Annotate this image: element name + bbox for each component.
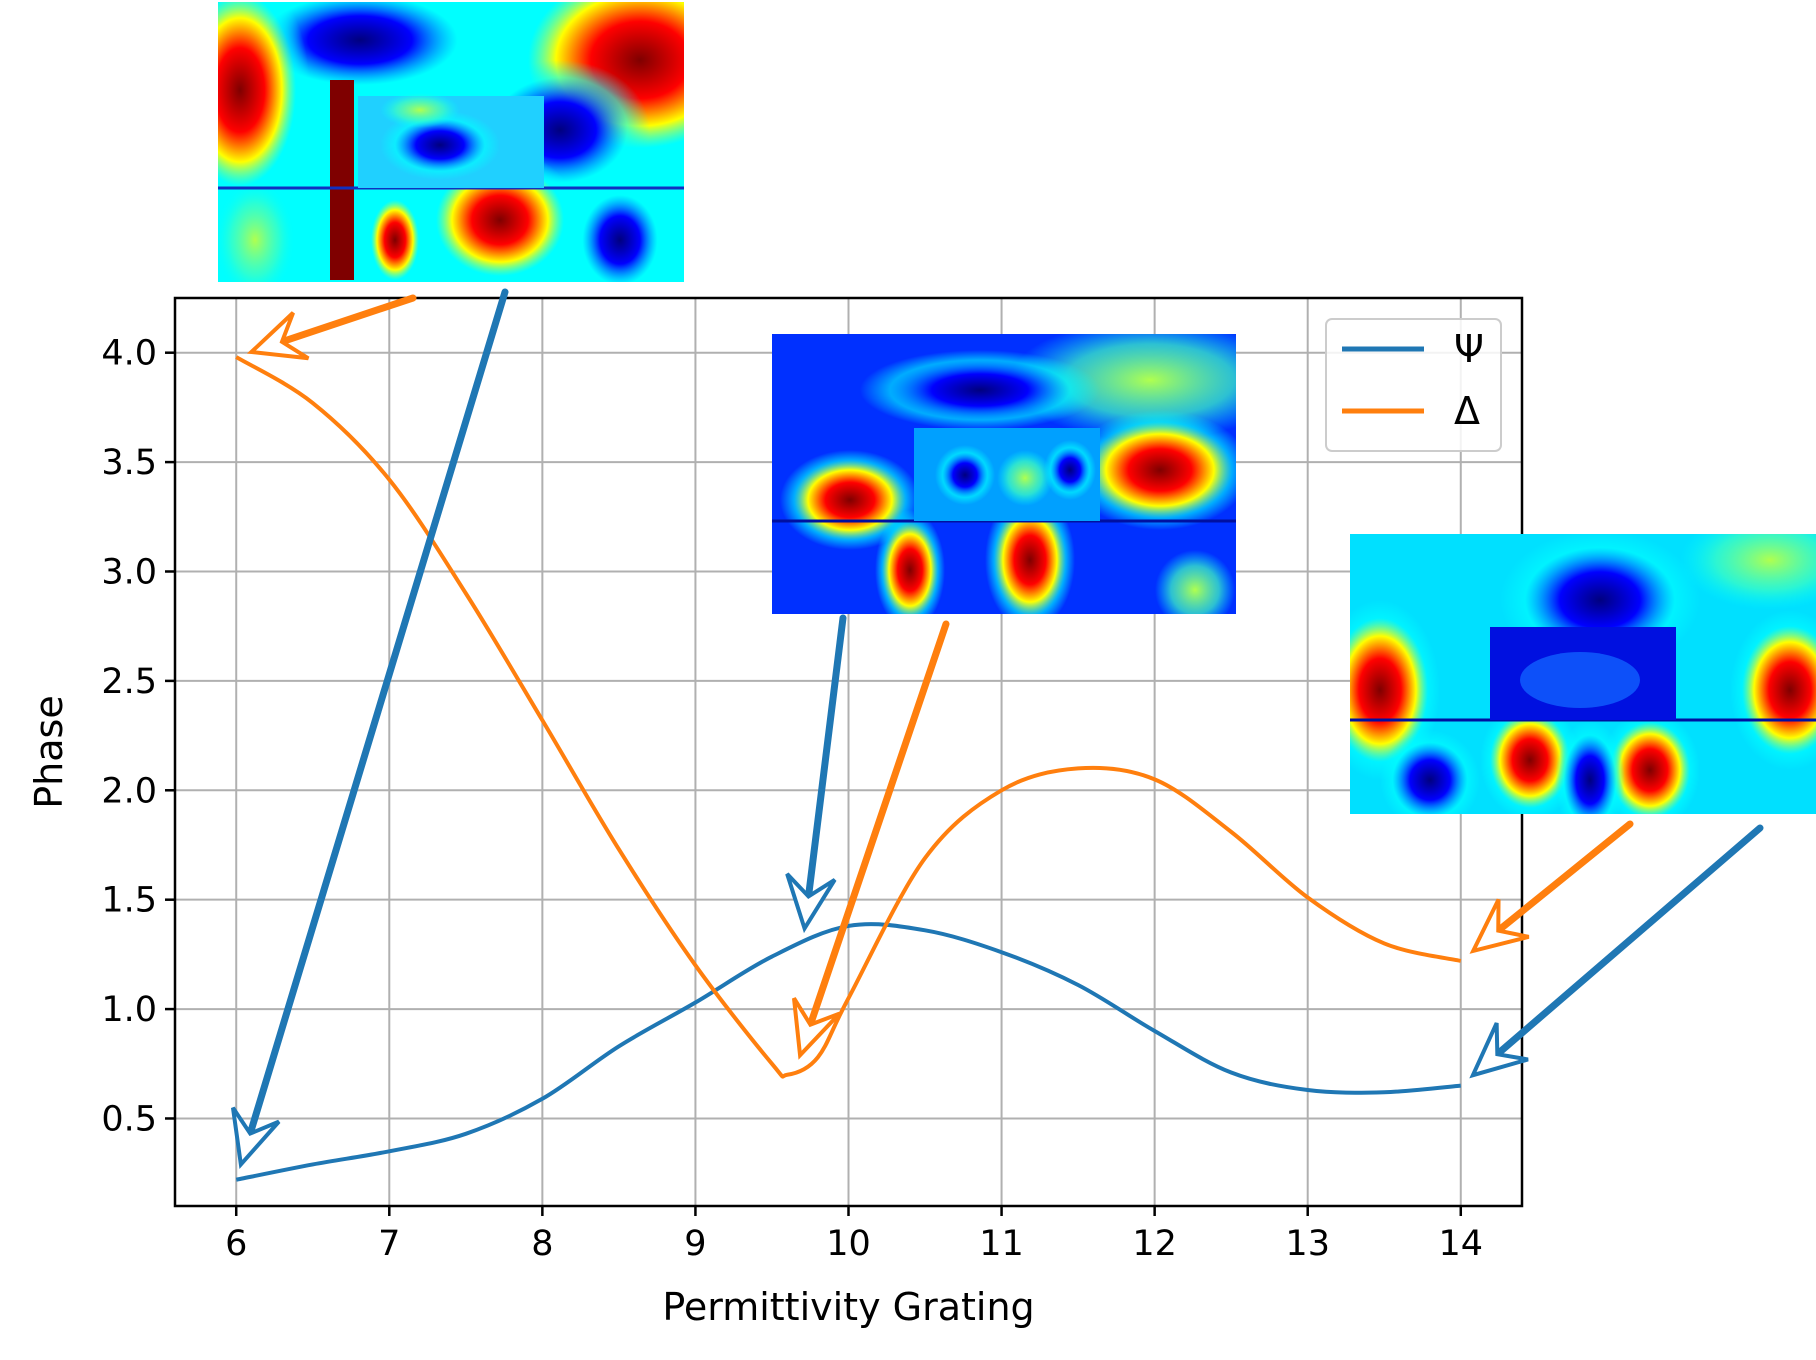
y-tick-label: 2.0 <box>101 771 157 811</box>
annotation-arrow <box>1469 824 1764 1079</box>
x-axis-label: Permittivity Grating <box>662 1285 1034 1329</box>
series-layer <box>235 355 1462 1182</box>
legend-label-psi: Ψ <box>1454 327 1484 371</box>
x-tick-label: 12 <box>1132 1224 1177 1264</box>
y-tick-label: 1.0 <box>101 990 157 1030</box>
x-tick-label: 8 <box>531 1224 553 1264</box>
x-tick-label: 13 <box>1285 1224 1330 1264</box>
legend: Ψ Δ <box>1325 318 1502 452</box>
y-tick-label: 0.5 <box>101 1099 157 1139</box>
x-tick-label: 6 <box>225 1224 247 1264</box>
y-tick-label: 2.5 <box>101 662 157 702</box>
x-tick-label: 7 <box>378 1224 400 1264</box>
y-tick-label: 4.0 <box>101 334 157 374</box>
series-line-psi <box>235 922 1461 1182</box>
y-tick-label: 1.5 <box>101 881 157 921</box>
y-axis-label: Phase <box>27 695 71 808</box>
x-axis: 6 7 8 9 10 11 12 13 14 <box>225 1206 1483 1264</box>
x-tick-label: 9 <box>684 1224 706 1264</box>
x-tick-label: 14 <box>1438 1224 1483 1264</box>
series-line-delta <box>235 355 1462 1079</box>
annotation-arrows <box>230 288 1764 1169</box>
annotation-arrow <box>785 614 847 934</box>
y-tick-label: 3.0 <box>101 552 157 592</box>
annotation-arrow <box>246 294 417 361</box>
y-tick-label: 3.5 <box>101 443 157 483</box>
field-map-inset-left <box>218 2 684 282</box>
field-map-inset-middle <box>772 334 1236 614</box>
annotation-arrow <box>1469 820 1634 954</box>
y-axis: 0.5 1.0 1.5 2.0 2.5 3.0 3.5 4.0 <box>101 334 175 1139</box>
x-tick-label: 11 <box>979 1224 1024 1264</box>
field-map-inset-right <box>1350 534 1816 814</box>
legend-box <box>1325 318 1502 452</box>
annotation-arrow <box>230 288 509 1169</box>
x-tick-label: 10 <box>826 1224 871 1264</box>
legend-label-delta: Δ <box>1454 389 1480 433</box>
annotation-arrow <box>792 620 950 1060</box>
